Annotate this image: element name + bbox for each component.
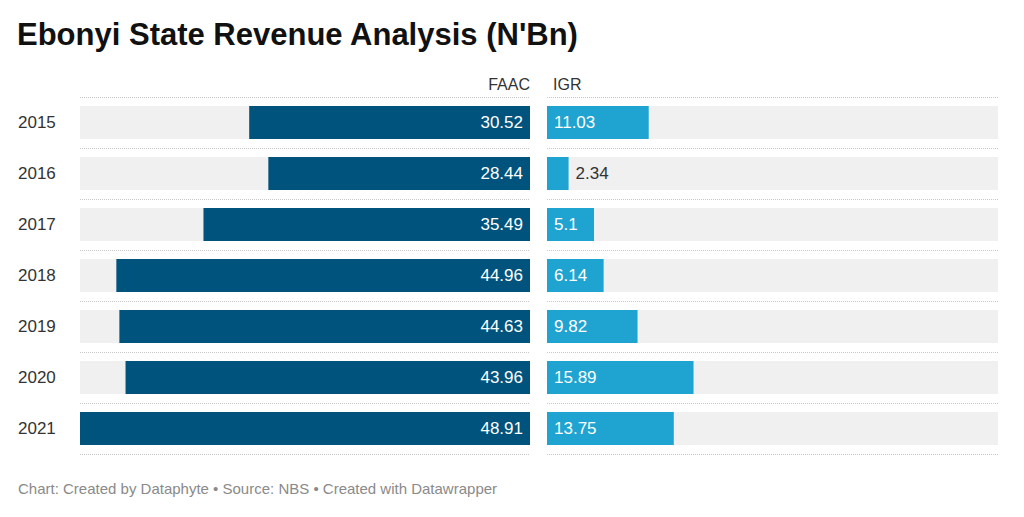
svg-text:Ebonyi State Revenue Analysis: Ebonyi State Revenue Analysis (N'Bn) (17, 17, 578, 52)
svg-text:Chart: Created by Dataphyte •: Chart: Created by Dataphyte • Source: NB… (18, 480, 497, 497)
svg-text:IGR: IGR (553, 76, 581, 93)
svg-text:2015: 2015 (18, 113, 56, 132)
svg-text:2021: 2021 (18, 419, 56, 438)
svg-text:5.1: 5.1 (554, 215, 578, 234)
svg-text:2018: 2018 (18, 266, 56, 285)
svg-text:44.63: 44.63 (480, 317, 523, 336)
svg-text:48.91: 48.91 (480, 419, 523, 438)
svg-text:2016: 2016 (18, 164, 56, 183)
svg-text:2020: 2020 (18, 368, 56, 387)
svg-text:13.75: 13.75 (554, 419, 597, 438)
svg-text:35.49: 35.49 (480, 215, 523, 234)
svg-text:2.34: 2.34 (576, 164, 609, 183)
svg-text:15.89: 15.89 (554, 368, 597, 387)
svg-text:28.44: 28.44 (480, 164, 523, 183)
svg-text:43.96: 43.96 (480, 368, 523, 387)
svg-text:11.03: 11.03 (554, 113, 595, 132)
svg-text:30.52: 30.52 (480, 113, 523, 132)
svg-text:6.14: 6.14 (554, 266, 587, 285)
svg-text:2019: 2019 (18, 317, 56, 336)
svg-text:44.96: 44.96 (480, 266, 523, 285)
svg-text:FAAC: FAAC (488, 76, 530, 93)
svg-text:2017: 2017 (18, 215, 56, 234)
svg-text:9.82: 9.82 (554, 317, 587, 336)
